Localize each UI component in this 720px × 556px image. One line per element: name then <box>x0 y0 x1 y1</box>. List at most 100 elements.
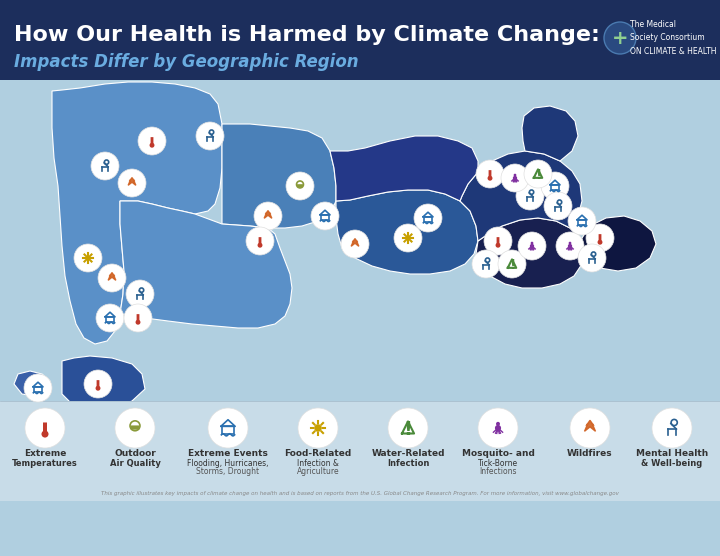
Text: Extreme: Extreme <box>24 449 66 459</box>
Text: Extreme Events: Extreme Events <box>188 449 268 459</box>
Polygon shape <box>62 356 145 411</box>
Polygon shape <box>264 211 272 219</box>
Circle shape <box>115 408 155 448</box>
Circle shape <box>556 232 584 260</box>
FancyBboxPatch shape <box>297 184 303 187</box>
Polygon shape <box>222 124 336 228</box>
Polygon shape <box>585 420 595 431</box>
Circle shape <box>85 255 91 261</box>
Circle shape <box>388 408 428 448</box>
Circle shape <box>568 244 572 248</box>
Text: Temperatures: Temperatures <box>12 459 78 468</box>
Circle shape <box>544 192 572 220</box>
Circle shape <box>501 164 529 192</box>
Circle shape <box>298 408 338 448</box>
FancyBboxPatch shape <box>489 170 492 178</box>
Circle shape <box>578 244 606 272</box>
FancyBboxPatch shape <box>137 314 140 322</box>
Circle shape <box>569 242 572 245</box>
Circle shape <box>84 370 112 398</box>
Circle shape <box>311 202 339 230</box>
Circle shape <box>531 242 534 245</box>
Circle shape <box>568 207 596 235</box>
Text: !: ! <box>509 258 515 272</box>
Circle shape <box>414 204 442 232</box>
Text: How Our Health is Harmed by Climate Change:: How Our Health is Harmed by Climate Chan… <box>14 25 600 45</box>
Polygon shape <box>476 218 584 288</box>
Polygon shape <box>128 177 136 185</box>
Polygon shape <box>580 216 656 271</box>
Text: +: + <box>612 28 629 47</box>
Polygon shape <box>460 151 582 241</box>
FancyBboxPatch shape <box>131 425 139 430</box>
Circle shape <box>541 172 569 200</box>
Circle shape <box>135 320 140 325</box>
Polygon shape <box>52 82 222 344</box>
Circle shape <box>405 235 410 241</box>
Polygon shape <box>351 239 359 246</box>
Polygon shape <box>0 401 720 501</box>
Circle shape <box>254 202 282 230</box>
Text: Air Quality: Air Quality <box>109 459 161 468</box>
Circle shape <box>341 230 369 258</box>
Circle shape <box>208 408 248 448</box>
Circle shape <box>472 250 500 278</box>
Text: Infections: Infections <box>480 466 517 475</box>
Circle shape <box>570 408 610 448</box>
Text: Food-Related: Food-Related <box>284 449 351 459</box>
Text: The Medical
Society Consortium
ON CLIMATE & HEALTH: The Medical Society Consortium ON CLIMAT… <box>630 21 716 56</box>
Circle shape <box>496 422 500 426</box>
Polygon shape <box>14 371 50 396</box>
Circle shape <box>604 22 636 54</box>
Circle shape <box>394 224 422 252</box>
Text: Agriculture: Agriculture <box>297 466 339 475</box>
Polygon shape <box>120 201 292 328</box>
Circle shape <box>516 182 544 210</box>
FancyBboxPatch shape <box>598 234 601 242</box>
FancyBboxPatch shape <box>497 237 500 246</box>
Circle shape <box>124 304 152 332</box>
FancyBboxPatch shape <box>258 237 261 246</box>
Circle shape <box>96 304 124 332</box>
Text: Mosquito- and: Mosquito- and <box>462 449 534 459</box>
Circle shape <box>258 243 263 248</box>
Text: Impacts Differ by Geographic Region: Impacts Differ by Geographic Region <box>14 53 359 71</box>
Circle shape <box>652 408 692 448</box>
Circle shape <box>126 280 154 308</box>
Circle shape <box>518 232 546 260</box>
Text: Tick-Borne: Tick-Borne <box>478 459 518 468</box>
Circle shape <box>96 386 101 391</box>
Circle shape <box>484 227 512 255</box>
Circle shape <box>118 169 146 197</box>
Circle shape <box>476 160 504 188</box>
Text: !: ! <box>404 420 413 439</box>
Circle shape <box>314 424 322 432</box>
Circle shape <box>91 152 119 180</box>
Polygon shape <box>522 106 578 161</box>
Polygon shape <box>330 136 478 201</box>
Circle shape <box>524 160 552 188</box>
Circle shape <box>498 250 526 278</box>
Polygon shape <box>0 0 720 80</box>
Text: Mental Health: Mental Health <box>636 449 708 459</box>
Circle shape <box>24 374 52 402</box>
Circle shape <box>586 224 614 252</box>
Circle shape <box>598 240 603 245</box>
Circle shape <box>246 227 274 255</box>
Circle shape <box>150 143 155 148</box>
Circle shape <box>196 122 224 150</box>
Circle shape <box>74 244 102 272</box>
Text: Storms, Drought: Storms, Drought <box>197 466 260 475</box>
FancyBboxPatch shape <box>96 380 99 389</box>
Circle shape <box>495 425 501 431</box>
Circle shape <box>487 176 492 181</box>
Circle shape <box>513 176 517 180</box>
FancyBboxPatch shape <box>43 423 47 435</box>
Circle shape <box>138 127 166 155</box>
Text: & Well-being: & Well-being <box>642 459 703 468</box>
Polygon shape <box>336 190 478 274</box>
Text: Outdoor: Outdoor <box>114 449 156 459</box>
Text: Flooding, Hurricanes,: Flooding, Hurricanes, <box>187 459 269 468</box>
FancyBboxPatch shape <box>150 137 153 146</box>
Text: Water-Related: Water-Related <box>372 449 445 459</box>
